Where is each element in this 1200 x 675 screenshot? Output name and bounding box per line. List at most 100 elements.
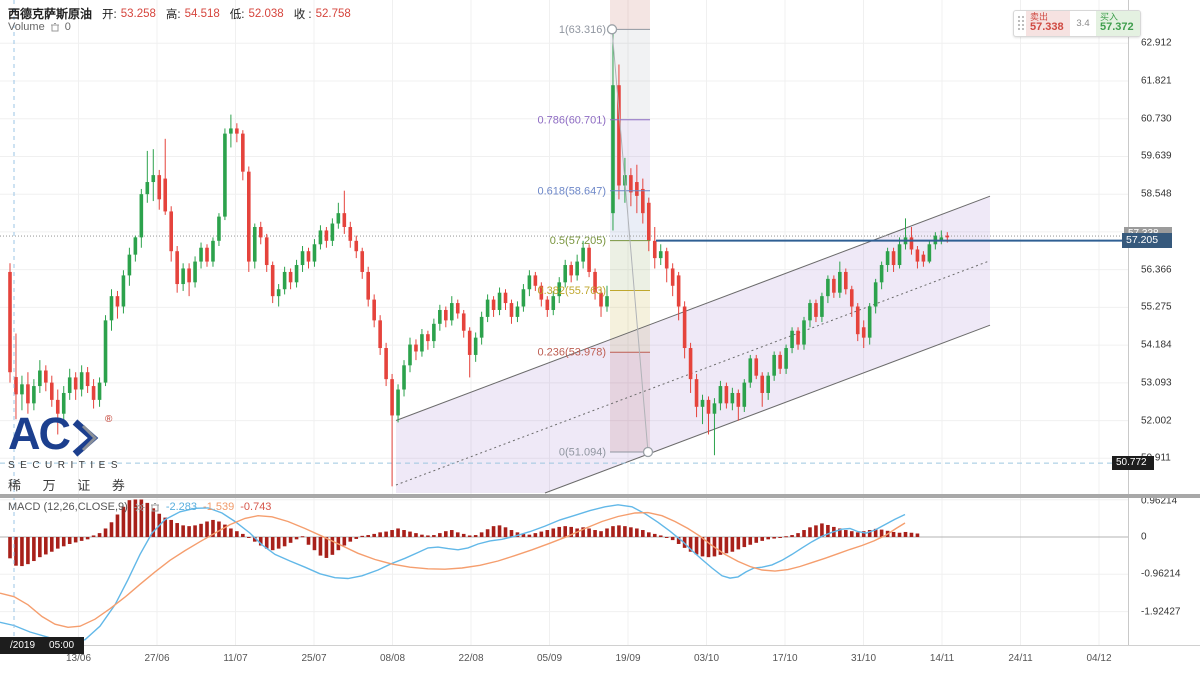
macd-histogram-bar [384, 531, 388, 537]
candle-body [384, 348, 388, 380]
candle-body [802, 320, 806, 345]
fib-anchor-handle [606, 24, 618, 35]
macd-histogram-bar [133, 499, 138, 537]
candle-body [688, 348, 693, 380]
candle-body [312, 244, 317, 262]
candle-body [300, 251, 305, 266]
candle-body [605, 296, 609, 307]
chevron-right-icon [72, 419, 99, 457]
macd-signal-value: -1.539 [203, 501, 235, 513]
macd-histogram-bar [61, 537, 66, 547]
candle-body [873, 282, 878, 307]
candle-body [808, 303, 812, 321]
macd-histogram-bar [199, 523, 203, 537]
candle-body [258, 226, 263, 238]
candle-body [121, 275, 126, 307]
price-axis[interactable]: 62.91261.82160.73059.63958.54857.45756.3… [1128, 0, 1200, 645]
macd-histogram-bar [867, 530, 872, 537]
candle-body [838, 271, 842, 293]
price-tick-label: 60.730 [1141, 113, 1172, 125]
macd-histogram-bar [300, 536, 305, 538]
candle-body [551, 296, 556, 310]
macd-histogram-bar [32, 537, 36, 562]
gear-icon[interactable] [134, 502, 145, 513]
remove-indicator-icon[interactable] [50, 22, 60, 32]
remove-indicator-icon[interactable] [150, 502, 160, 512]
buy-button[interactable]: 买入 57.372 [1096, 11, 1140, 36]
macd-histogram-bar [658, 535, 663, 537]
macd-histogram-bar [402, 530, 406, 537]
macd-histogram-bar [467, 535, 472, 537]
price-tick-label: 55.275 [1141, 301, 1172, 313]
candle-body [563, 265, 568, 283]
candle-body [324, 230, 329, 241]
candle-body [485, 299, 490, 317]
macd-histogram-bar [509, 530, 514, 537]
brand-text: AC [8, 408, 71, 459]
macd-histogram-bar [897, 532, 902, 537]
macd-tick-label: -1.92427 [1141, 606, 1181, 618]
candle-body [766, 375, 770, 393]
price-tick-label: 50.911 [1141, 452, 1171, 464]
candle-body [366, 271, 370, 300]
fib-level-label: 0.786(60.701) [538, 114, 607, 126]
macd-histogram-bar [706, 537, 711, 558]
macd-histogram-bar [270, 537, 275, 551]
macd-histogram-bar [605, 528, 609, 537]
macd-histogram-bar [796, 533, 800, 537]
candle-body [14, 377, 18, 395]
candle-body [145, 182, 150, 195]
candle-body [736, 392, 741, 407]
symbol-header: 西德克萨斯原油 开: 53.258 高: 54.518 低: 52.038 收 … [8, 5, 357, 22]
macd-histogram-bar [861, 531, 866, 537]
macd-histogram-bar [664, 537, 669, 538]
candle-body [169, 211, 173, 252]
candle-body [790, 330, 794, 349]
macd-histogram-bar [372, 533, 376, 537]
candle-body [784, 348, 788, 369]
candle-body [127, 254, 132, 276]
macd-histogram-bar [521, 533, 526, 537]
macd-histogram-bar [342, 537, 347, 546]
brand-logo: AC ® [8, 408, 148, 459]
open-value: 53.258 [120, 7, 156, 20]
macd-histogram-bar [784, 536, 788, 538]
pane-divider-handle[interactable] [0, 494, 1200, 498]
macd-histogram-bar [611, 526, 615, 537]
candle-body [927, 244, 932, 262]
candle-body [503, 292, 508, 304]
candle-body [814, 303, 818, 317]
candle-body [742, 382, 747, 407]
macd-histogram-bar [676, 537, 681, 544]
candle-body [682, 306, 687, 349]
macd-histogram-bar [844, 530, 848, 537]
macd-histogram-bar [545, 530, 550, 537]
time-axis[interactable]: 13/06 27/06 11/07 25/07 08/08 22/08 05/09 19/09… [0, 645, 1200, 675]
candle-body [521, 289, 526, 307]
candle-body [891, 251, 896, 266]
macd-histogram-bar [324, 537, 329, 558]
candle-body [867, 306, 872, 338]
macd-histogram-bar [479, 532, 484, 537]
sell-button[interactable]: 卖出 57.338 [1026, 11, 1070, 36]
candle-body [444, 309, 448, 321]
macd-histogram-bar [539, 531, 544, 537]
candle-body [575, 261, 579, 276]
price-tick-label: 58.548 [1141, 188, 1172, 200]
candle-body [414, 344, 418, 352]
symbol-name[interactable]: 西德克萨斯原油 [8, 7, 93, 21]
drag-handle-icon[interactable] [1016, 15, 1026, 32]
candle-body [270, 265, 275, 297]
candle-body [211, 240, 215, 262]
macd-histogram-bar [414, 533, 418, 537]
buy-price: 57.372 [1100, 21, 1134, 34]
macd-histogram-bar [85, 537, 90, 540]
sell-price: 57.338 [1030, 21, 1064, 34]
candle-body [133, 237, 138, 255]
candle-body [664, 251, 669, 269]
macd-histogram-bar [181, 525, 185, 537]
fib-anchor-line [611, 29, 649, 453]
price-tick-label: 54.184 [1141, 339, 1172, 351]
